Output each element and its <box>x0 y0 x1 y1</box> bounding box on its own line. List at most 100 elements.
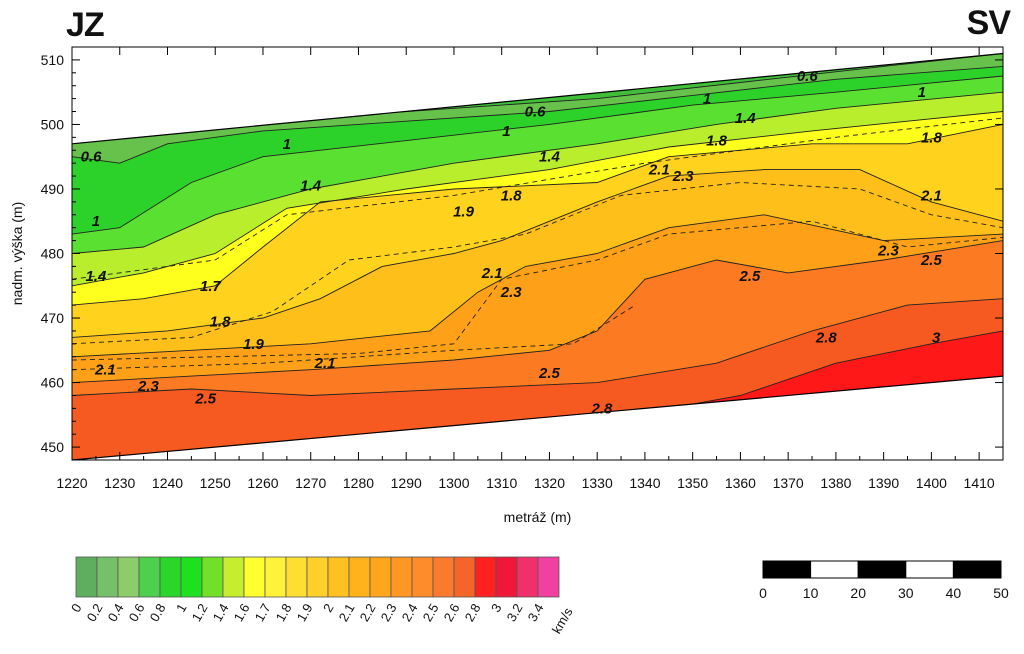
contour-label: 2.1 <box>481 265 503 282</box>
scale-tick-label: 40 <box>946 585 962 601</box>
scale-tick-label: 0 <box>759 585 767 601</box>
contour-label: 2.1 <box>920 187 942 204</box>
x-tick-label: 1390 <box>868 475 899 491</box>
x-tick-label: 1410 <box>964 475 995 491</box>
contour-label: 2.5 <box>920 252 943 269</box>
x-tick-label: 1340 <box>629 475 660 491</box>
x-tick-label: 1330 <box>582 475 613 491</box>
contour-label: 2.3 <box>137 378 160 395</box>
y-tick-label: 480 <box>41 246 65 262</box>
contour-label: 1.4 <box>539 149 561 166</box>
x-tick-label: 1400 <box>916 475 947 491</box>
y-tick-label: 510 <box>41 52 65 68</box>
legend-tick-label: 2.3 <box>378 601 400 624</box>
contour-label: 2.3 <box>877 242 900 259</box>
legend-swatch <box>159 556 182 598</box>
scale-tick-label: 30 <box>898 585 914 601</box>
scale-bar: 0 10 20 30 40 50 <box>759 560 1009 601</box>
contour-line-2 <box>72 75 1003 235</box>
contour-label: 1.8 <box>921 129 943 146</box>
contour-label: 1.7 <box>200 278 222 295</box>
x-tick-label: 1220 <box>56 475 87 491</box>
legend-swatch <box>453 556 476 598</box>
legend-tick-label: 1.4 <box>210 601 232 624</box>
contour-line-3 <box>72 91 1003 254</box>
contour-line-6 <box>72 169 1003 338</box>
scale-segment <box>810 560 859 579</box>
contour-label: 1.4 <box>300 178 322 195</box>
legend-swatch <box>117 556 140 598</box>
x-tick-label: 1320 <box>534 475 565 491</box>
legend-swatch <box>264 556 287 598</box>
corner-label-left: JZ <box>66 6 105 44</box>
legend-swatch <box>306 556 329 598</box>
legend-tick-label: 0.8 <box>147 601 169 624</box>
x-tick-label: 1270 <box>295 475 326 491</box>
legend-tick-label: 2.1 <box>336 601 358 624</box>
x-tick-label: 1240 <box>152 475 183 491</box>
legend-tick-label: 0.2 <box>84 601 106 624</box>
x-tick-label: 1280 <box>343 475 374 491</box>
x-tick-label: 1360 <box>725 475 756 491</box>
contour-label: 2.8 <box>591 400 614 417</box>
legend-swatch <box>537 556 560 598</box>
contour-label: 1.9 <box>243 336 265 353</box>
scale-tick-label: 20 <box>850 585 866 601</box>
contour-label: 2.1 <box>314 355 336 372</box>
scale-segment <box>857 560 907 579</box>
legend-swatch <box>516 556 539 598</box>
corner-label-right: SV <box>966 4 1011 42</box>
contour-line-1 <box>72 65 1003 164</box>
legend-swatch <box>138 556 161 598</box>
legend-swatch <box>474 556 497 598</box>
contour-label: 1.9 <box>453 204 475 221</box>
legend-swatch <box>390 556 413 598</box>
legend-swatch <box>495 556 518 598</box>
legend-tick-label: 0.4 <box>105 601 127 624</box>
scale-segment <box>762 560 812 579</box>
legend-swatch <box>96 556 119 598</box>
contour-labels-layer: 0.6 0.6 0.6 1 1 1 1 1 1.4 1.4 1.4 1.4 1.7 1.8 1.8 1.8 1.… <box>81 68 943 417</box>
y-axis-title: nadm. výška (m) <box>9 202 25 305</box>
y-tick-label: 470 <box>41 310 65 326</box>
legend-swatch <box>222 556 245 598</box>
y-axis: 450 460 470 480 490 500 510 <box>41 46 1003 461</box>
legend-tick-label: 2.2 <box>357 601 379 624</box>
contour-label: 1 <box>283 136 291 153</box>
contour-label: 2.5 <box>739 268 762 285</box>
color-legend: 00.20.40.60.8 11.21.41.61.71.81.9 22.12.22… <box>68 556 560 624</box>
y-tick-label: 450 <box>41 439 65 455</box>
legend-tick-label: 1.8 <box>273 601 295 624</box>
legend-tick-label: 1 <box>173 601 190 615</box>
contour-label: 2.5 <box>194 391 217 408</box>
legend-tick-label: 2.6 <box>441 601 463 624</box>
scale-segment <box>905 560 954 579</box>
x-tick-label: 1380 <box>820 475 851 491</box>
legend-tick-label: 1.2 <box>189 601 211 624</box>
legend-tick-label: 3.2 <box>504 601 526 624</box>
contour-dashed-2 <box>72 220 1003 361</box>
legend-tick-label: 1.6 <box>231 601 253 624</box>
legend-swatch <box>432 556 455 598</box>
legend-tick-label: 0.6 <box>126 601 148 624</box>
legend-swatch <box>201 556 224 598</box>
contour-line-4 <box>72 111 1003 287</box>
contour-line-7 <box>72 214 1003 358</box>
contour-line-8 <box>72 240 1003 384</box>
legend-swatch <box>180 556 203 598</box>
legend-swatch <box>348 556 371 598</box>
contour-label: 1 <box>703 91 711 108</box>
contour-label: 1.8 <box>706 133 728 150</box>
contour-label: 2.3 <box>500 284 523 301</box>
y-tick-label: 490 <box>41 181 65 197</box>
x-axis: 1220 1230 1240 1250 1260 1270 1280 1290 1300 1310… <box>56 47 995 491</box>
legend-swatch <box>75 556 98 598</box>
contour-label: 1.8 <box>501 187 523 204</box>
contour-dashed-0 <box>72 117 1003 280</box>
legend-tick-label: 2.4 <box>399 601 421 624</box>
scale-tick-label: 10 <box>803 585 819 601</box>
x-tick-label: 1250 <box>200 475 231 491</box>
y-tick-label: 500 <box>41 116 65 132</box>
contour-label: 2.8 <box>815 329 838 346</box>
